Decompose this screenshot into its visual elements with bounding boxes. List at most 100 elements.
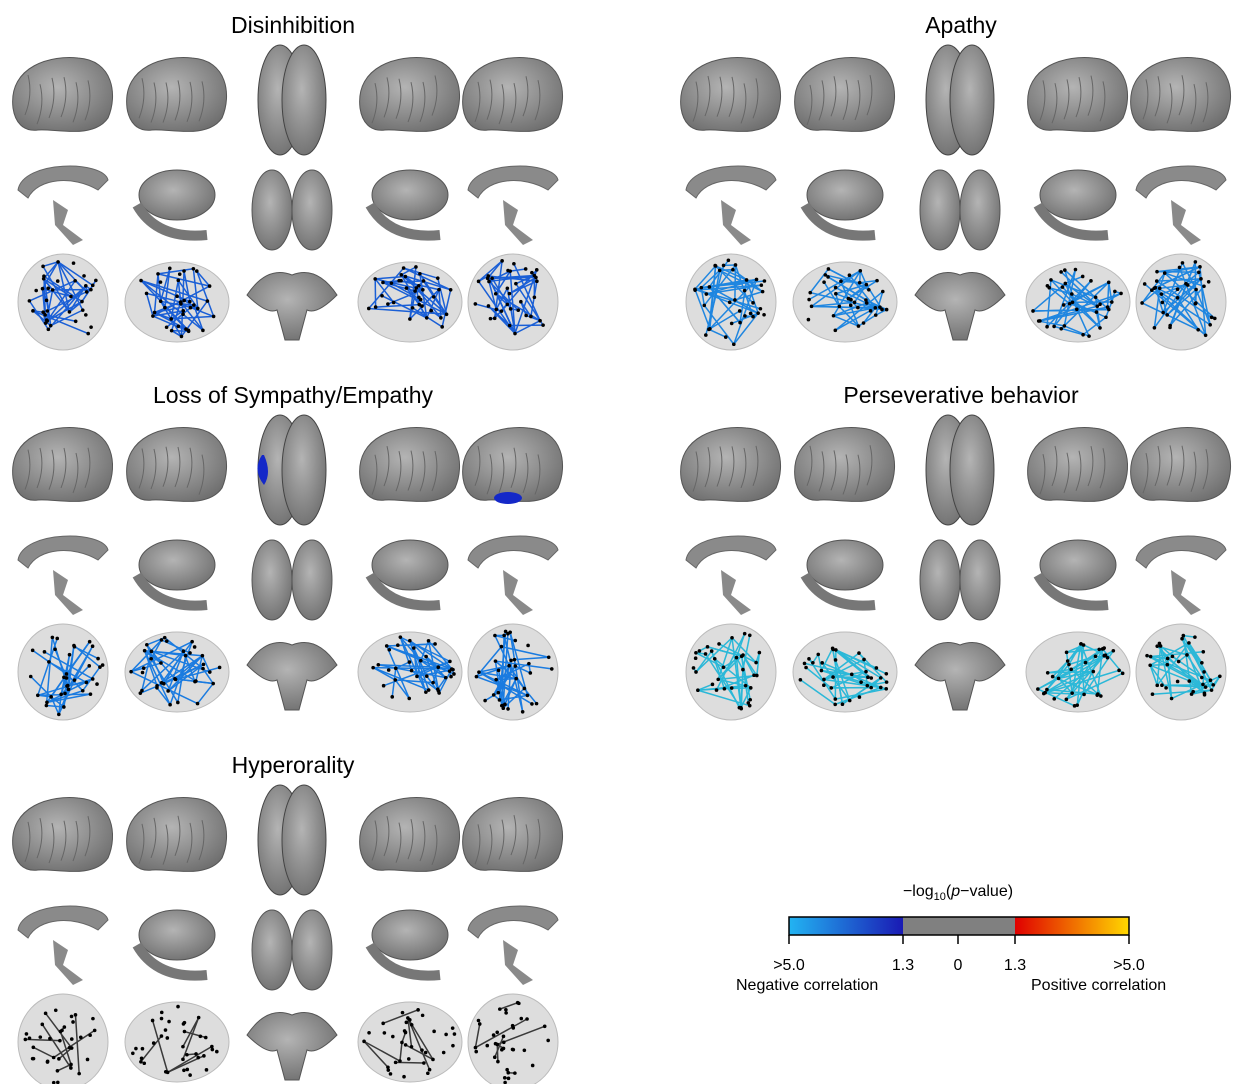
- network-node: [1201, 683, 1205, 687]
- subcortical: [1040, 170, 1116, 220]
- network-node: [62, 705, 66, 709]
- network-node: [834, 286, 838, 290]
- network-node: [405, 286, 409, 290]
- network-node: [393, 678, 397, 682]
- network-node: [728, 301, 732, 305]
- network-node: [89, 325, 93, 329]
- network-node: [89, 692, 93, 696]
- network-node: [849, 303, 853, 307]
- network-node: [1117, 669, 1121, 673]
- network-node: [422, 1061, 426, 1065]
- network-node: [451, 1026, 455, 1030]
- network-node: [494, 659, 498, 663]
- brain-top: [282, 785, 326, 895]
- network-node: [693, 288, 697, 292]
- network-node: [694, 651, 698, 655]
- network-node: [1153, 326, 1157, 330]
- network-node: [160, 1017, 164, 1021]
- network-node: [377, 663, 381, 667]
- network-node: [874, 313, 878, 317]
- network-node: [57, 713, 61, 717]
- network-node: [183, 1030, 187, 1034]
- network-node: [65, 676, 69, 680]
- network-node: [869, 309, 873, 313]
- brain-lateral: [463, 428, 563, 502]
- network-node: [405, 1021, 409, 1025]
- network-node: [730, 686, 734, 690]
- network-node: [190, 640, 194, 644]
- network-node: [1063, 324, 1067, 328]
- network-node: [1049, 278, 1053, 282]
- network-node: [885, 308, 889, 312]
- network-node: [25, 1032, 29, 1036]
- network-node: [77, 1072, 81, 1076]
- network-node: [63, 692, 67, 696]
- network-node: [444, 676, 448, 680]
- network-node: [1099, 694, 1103, 698]
- network-node: [500, 259, 504, 263]
- brainstem: [247, 273, 337, 341]
- network-node: [717, 642, 721, 646]
- network-node: [1180, 637, 1184, 641]
- network-node: [513, 664, 517, 668]
- network-node: [1045, 688, 1049, 692]
- subcortical: [139, 170, 215, 220]
- network-node: [707, 328, 711, 332]
- network-node: [850, 673, 854, 677]
- network-node: [533, 295, 537, 299]
- network-node: [519, 300, 523, 304]
- network-node: [493, 634, 497, 638]
- network-node: [875, 666, 879, 670]
- network-node: [436, 276, 440, 280]
- network-node: [387, 648, 391, 652]
- network-node: [383, 1031, 387, 1035]
- network-node: [807, 298, 811, 302]
- subcortical: [721, 200, 751, 245]
- network-node: [101, 663, 105, 667]
- network-node: [880, 308, 884, 312]
- network-node: [749, 312, 753, 316]
- network-node: [84, 313, 88, 317]
- network-node: [182, 649, 186, 653]
- network-node: [1068, 302, 1072, 306]
- network-node: [1186, 283, 1190, 287]
- network-node: [1064, 282, 1068, 286]
- network-node: [387, 668, 391, 672]
- colorbar-legend: −log10(p−value) >5.0 1.3 0 1.3 >5.0 Nega…: [736, 883, 1166, 994]
- network-node: [1197, 270, 1201, 274]
- network-node: [142, 1061, 146, 1065]
- subcortical: [372, 170, 448, 220]
- network-node: [1161, 311, 1165, 315]
- network-node: [91, 284, 95, 288]
- network-node: [727, 258, 731, 262]
- network-node: [857, 651, 861, 655]
- network-node: [700, 286, 704, 290]
- network-node: [399, 273, 403, 277]
- network-node: [748, 633, 752, 637]
- network-node: [196, 1056, 200, 1060]
- network-node: [493, 1055, 497, 1059]
- network-node: [740, 654, 744, 658]
- network-node: [1160, 683, 1164, 687]
- network-node: [177, 324, 181, 328]
- network-node: [1065, 698, 1069, 702]
- network-node: [754, 661, 758, 665]
- network-node: [529, 315, 533, 319]
- network-node: [862, 658, 866, 662]
- network-node: [428, 1068, 432, 1072]
- network-node: [526, 644, 530, 648]
- network-node: [91, 644, 95, 648]
- panel: Perseverative behavior: [681, 382, 1231, 720]
- network-node: [477, 1019, 481, 1023]
- network-node: [439, 316, 443, 320]
- network-node: [1187, 641, 1191, 645]
- network-node: [746, 701, 750, 705]
- network-node: [184, 327, 188, 331]
- panel: Loss of Sympathy/Empathy: [13, 382, 563, 720]
- network-node: [509, 307, 513, 311]
- network-node: [70, 1015, 74, 1019]
- network-node: [722, 665, 726, 669]
- network-node: [1057, 677, 1061, 681]
- network-node: [524, 267, 528, 271]
- network-node: [498, 698, 502, 702]
